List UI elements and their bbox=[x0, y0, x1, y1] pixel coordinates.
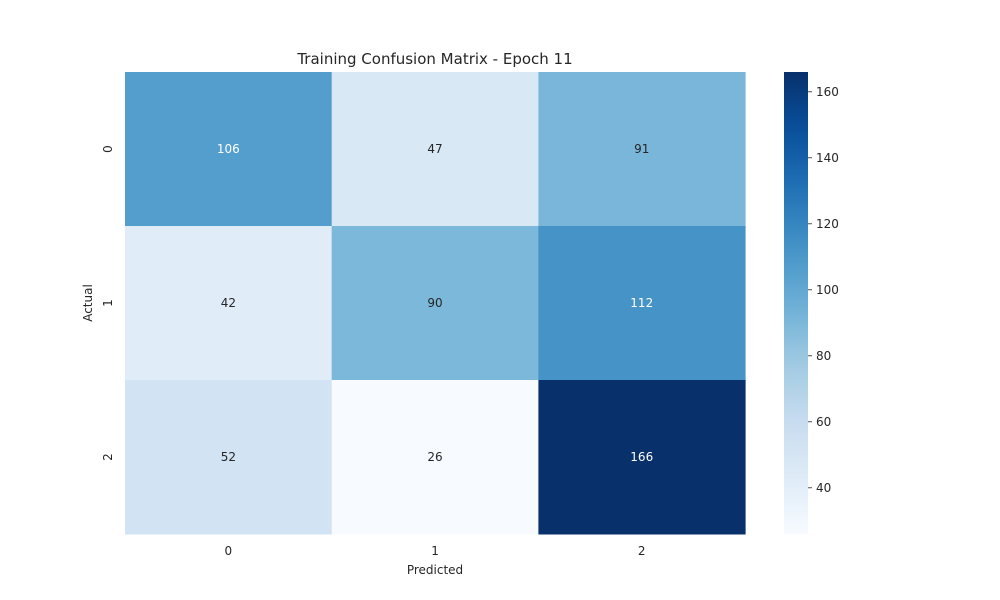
heatmap-cell bbox=[331, 72, 539, 227]
y-tick-label: 2 bbox=[101, 453, 115, 461]
colorbar-ticks: 40 60 80 100 120 140 160 bbox=[808, 85, 839, 495]
heatmap-cells bbox=[125, 72, 746, 535]
heatmap-cell bbox=[125, 226, 333, 381]
x-tick-label: 1 bbox=[431, 544, 439, 558]
cell-value-label: 166 bbox=[630, 450, 653, 464]
heatmap-cell bbox=[538, 380, 746, 535]
heatmap-cell bbox=[331, 380, 539, 535]
cell-value-label: 112 bbox=[630, 296, 653, 310]
x-tick-label: 0 bbox=[225, 544, 233, 558]
cell-value-label: 91 bbox=[634, 142, 649, 156]
chart-title: Training Confusion Matrix - Epoch 11 bbox=[296, 50, 572, 68]
y-axis-ticks: 0 1 2 bbox=[101, 145, 115, 461]
cell-value-label: 90 bbox=[427, 296, 442, 310]
heatmap-cell-labels: 106 47 91 42 90 112 52 26 166 bbox=[217, 142, 653, 464]
colorbar-tick-label: 40 bbox=[816, 481, 831, 495]
heatmap-cell bbox=[331, 226, 539, 381]
y-axis-label: Actual bbox=[81, 284, 95, 322]
x-axis-label: Predicted bbox=[407, 563, 463, 577]
colorbar-tick-label: 100 bbox=[816, 283, 839, 297]
y-tick-label: 1 bbox=[101, 299, 115, 307]
cell-value-label: 26 bbox=[427, 450, 442, 464]
heatmap-cell bbox=[125, 72, 333, 227]
colorbar-tick-label: 80 bbox=[816, 349, 831, 363]
y-tick-label: 0 bbox=[101, 145, 115, 153]
heatmap-cell bbox=[125, 380, 333, 535]
colorbar-tick-label: 120 bbox=[816, 217, 839, 231]
cell-value-label: 47 bbox=[427, 142, 442, 156]
colorbar-tick-label: 160 bbox=[816, 85, 839, 99]
x-tick-label: 2 bbox=[638, 544, 646, 558]
x-axis-ticks: 0 1 2 bbox=[225, 544, 646, 558]
colorbar-tick-label: 140 bbox=[816, 151, 839, 165]
cell-value-label: 52 bbox=[221, 450, 236, 464]
cell-value-label: 106 bbox=[217, 142, 240, 156]
heatmap-cell bbox=[538, 72, 746, 227]
heatmap-cell bbox=[538, 226, 746, 381]
cell-value-label: 42 bbox=[221, 296, 236, 310]
colorbar-tick-label: 60 bbox=[816, 415, 831, 429]
colorbar bbox=[784, 72, 808, 534]
